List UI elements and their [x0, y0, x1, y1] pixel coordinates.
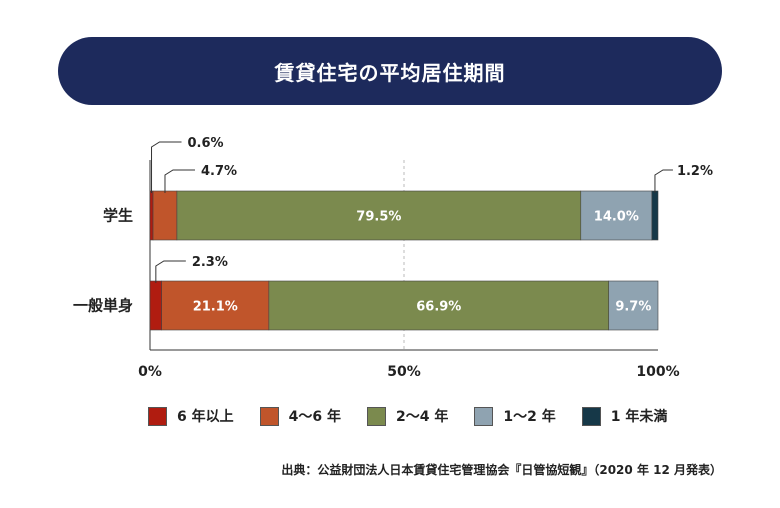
data-label-0-3: 14.0% [594, 210, 639, 225]
callout-leader-2 [654, 169, 673, 193]
legend-swatch-3 [474, 406, 494, 426]
legend-swatch-1 [259, 406, 279, 426]
legend-item-4: 1 年未満 [581, 406, 668, 426]
chart-legend: 6 年以上 4～6 年 2～4 年 1～2 年 1 年未満 [148, 406, 667, 426]
legend-item-2: 2～4 年 [366, 406, 449, 426]
bar-segment-0-3 [580, 190, 653, 241]
bar-segment-0-1 [152, 190, 178, 241]
data-label-0-2: 79.5% [356, 210, 401, 225]
callout-leader-3 [155, 260, 186, 283]
data-label-1-2: 66.9% [416, 300, 461, 315]
category-label-0: 学生 [103, 207, 133, 225]
category-label-1: 一般単身 [73, 297, 133, 315]
legend-label-2: 2～4 年 [395, 409, 449, 425]
source-note: 出典：公益財団法人日本賃貸住宅管理協会『日管協短観』（2020 年 12 月発表… [281, 463, 722, 477]
legend-label-3: 1～2 年 [503, 409, 556, 425]
bar-segment-0-0 [149, 190, 154, 241]
x-tick-label-1: 50% [387, 364, 421, 380]
callout-leader-1 [164, 169, 195, 193]
bar-segment-1-1 [161, 280, 270, 331]
bar-segment-1-3 [608, 280, 659, 331]
title-banner: 賃貸住宅の平均居住期間 [58, 37, 722, 105]
bar-segment-1-2 [268, 280, 610, 331]
chart-title: 賃貸住宅の平均居住期間 [274, 60, 506, 85]
stacked-bar-chart: 0% 50% 100% 学生 79.5% 14.0% 一般単身 21.1% 66.9% 9.7% 0… [73, 136, 713, 380]
legend-label-0: 6 年以上 [177, 409, 234, 425]
callout-leader-0 [151, 141, 182, 193]
legend-item-0: 6 年以上 [148, 406, 234, 426]
legend-item-1: 4～6 年 [259, 406, 341, 426]
bar-segment-0-4 [651, 190, 659, 241]
legend-label-4: 1 年未満 [610, 409, 668, 425]
x-tick-label-2: 100% [636, 364, 679, 380]
data-label-1-1: 21.1% [193, 300, 238, 315]
legend-swatch-4 [581, 406, 601, 426]
legend-swatch-2 [366, 406, 386, 426]
data-label-1-3: 9.7% [615, 300, 651, 315]
callout-label-0: 0.6% [188, 136, 224, 151]
legend-item-3: 1～2 年 [474, 406, 556, 426]
callout-label-1: 4.7% [201, 164, 237, 179]
bar-segment-1-0 [149, 280, 162, 331]
legend-swatch-0 [148, 406, 167, 426]
callout-label-3: 2.3% [192, 255, 228, 270]
x-tick-label-0: 0% [138, 364, 162, 380]
callout-label-2: 1.2% [677, 164, 713, 179]
bar-segment-0-2 [176, 190, 582, 241]
legend-label-1: 4～6 年 [288, 409, 341, 425]
